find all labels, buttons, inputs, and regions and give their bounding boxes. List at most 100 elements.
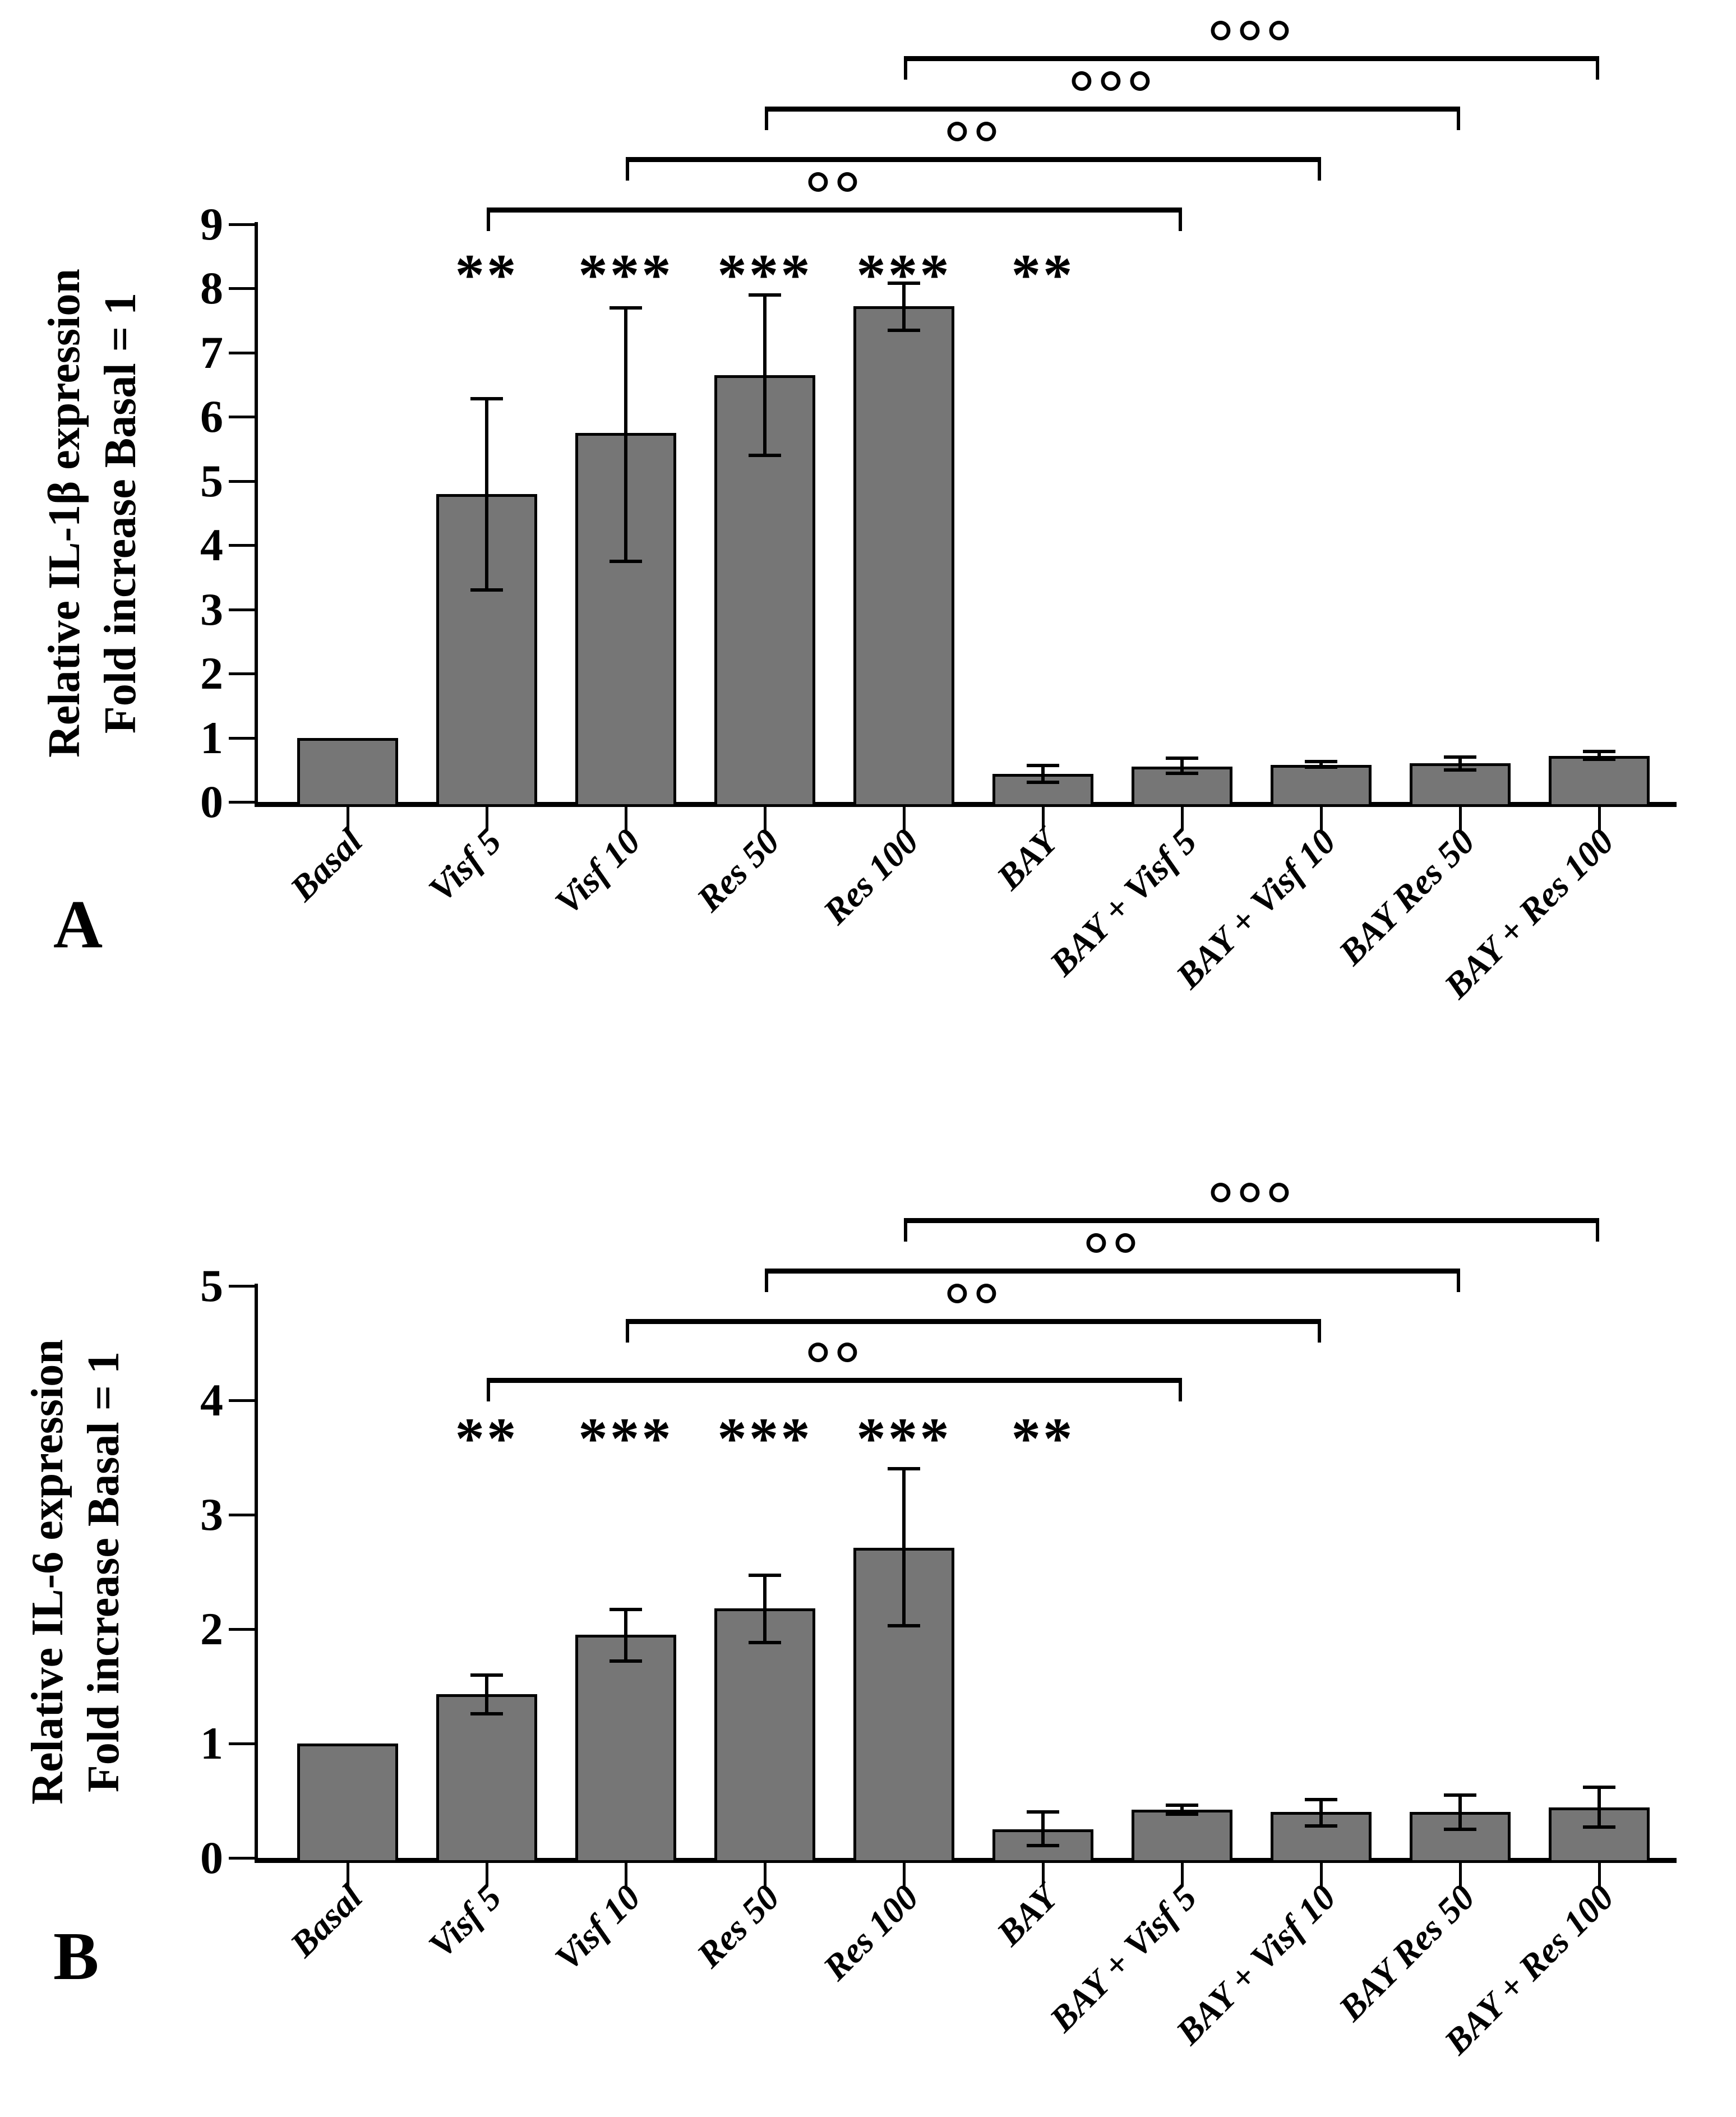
significance-stars: ** — [1011, 1405, 1075, 1471]
error-bar-cap-bottom — [1444, 768, 1476, 772]
comparison-bracket — [487, 207, 1182, 231]
error-bar-cap-top — [470, 1673, 503, 1677]
error-bar-cap-bottom — [749, 1641, 781, 1645]
x-tick — [1181, 1863, 1184, 1887]
comparison-significance-label: °°° — [1208, 1169, 1295, 1240]
comparison-bracket — [904, 56, 1599, 80]
significance-stars: ** — [1011, 242, 1075, 307]
y-tick — [229, 287, 255, 290]
error-bar-cap-bottom — [470, 588, 503, 592]
y-tick-label: 5 — [200, 1260, 223, 1311]
x-tick — [1320, 807, 1323, 831]
error-bar-line — [1319, 761, 1323, 768]
x-tick — [347, 807, 349, 831]
x-tick — [486, 807, 488, 831]
significance-stars: *** — [717, 242, 812, 307]
y-axis-title-line2: Fold increase Basal = 1 — [79, 1351, 128, 1793]
error-bar-cap-bottom — [1305, 765, 1337, 769]
y-tick — [229, 1742, 255, 1745]
error-bar-cap-top — [1166, 757, 1198, 760]
error-bar-cap-top — [1305, 759, 1337, 763]
x-tick — [1042, 1863, 1045, 1887]
x-tick — [1598, 807, 1601, 831]
comparison-significance-label: °° — [1083, 1219, 1142, 1290]
y-tick — [229, 1285, 255, 1288]
error-bar-line — [1180, 1805, 1184, 1815]
x-tick — [486, 1863, 488, 1887]
error-bar-cap-bottom — [1583, 1825, 1615, 1829]
error-bar-line — [624, 307, 627, 561]
error-bar-line — [485, 1675, 488, 1714]
comparison-bracket — [765, 1269, 1460, 1292]
significance-stars: ** — [455, 242, 519, 307]
error-bar-cap-bottom — [749, 454, 781, 457]
y-tick-label: 8 — [200, 262, 223, 314]
significance-stars: *** — [578, 242, 673, 307]
error-bar-cap-top — [610, 1608, 642, 1612]
panel-letter: A — [53, 887, 103, 962]
y-tick — [229, 801, 255, 804]
error-bar-cap-bottom — [610, 1659, 642, 1663]
error-bar-cap-bottom — [1305, 1824, 1337, 1828]
error-bar-cap-bottom — [1027, 1843, 1059, 1847]
error-bar-line — [763, 294, 767, 455]
comparison-significance-label: °° — [805, 1329, 864, 1400]
error-bar-cap-bottom — [888, 328, 920, 332]
error-bar-line — [1458, 757, 1462, 770]
x-tick — [903, 807, 906, 831]
y-tick-label: 6 — [200, 391, 223, 442]
x-axis-line — [255, 1858, 1677, 1863]
y-tick-label: 4 — [200, 519, 223, 571]
y-tick — [229, 608, 255, 611]
error-bar-cap-top — [749, 293, 781, 297]
x-tick — [1459, 807, 1462, 831]
error-bar-line — [1180, 758, 1184, 773]
significance-stars: *** — [856, 1405, 952, 1471]
significance-stars: *** — [856, 242, 952, 307]
comparison-bracket — [626, 157, 1321, 181]
x-tick — [764, 807, 767, 831]
error-bar-cap-bottom — [1027, 780, 1059, 784]
x-tick — [764, 1863, 767, 1887]
error-bar-cap-top — [1444, 1793, 1476, 1797]
error-bar-cap-top — [1444, 755, 1476, 759]
y-tick — [229, 351, 255, 354]
error-bar-cap-bottom — [1166, 1812, 1198, 1816]
x-tick — [625, 807, 627, 831]
y-tick — [229, 544, 255, 547]
bar-bay-visf-5 — [1132, 1810, 1232, 1863]
y-tick-label: 9 — [200, 199, 223, 250]
error-bar-cap-top — [1166, 1804, 1198, 1807]
error-bar-cap-bottom — [888, 1624, 920, 1627]
x-tick — [347, 1863, 349, 1887]
y-tick-label: 5 — [200, 455, 223, 506]
error-bar-cap-bottom — [1444, 1828, 1476, 1831]
y-tick-label: 0 — [200, 776, 223, 827]
y-tick-label: 7 — [200, 326, 223, 378]
comparison-significance-label: °° — [944, 1270, 1003, 1341]
error-bar-cap-top — [1583, 1785, 1615, 1789]
comparison-bracket — [765, 107, 1460, 130]
x-tick — [1598, 1863, 1601, 1887]
y-tick-label: 0 — [200, 1832, 223, 1883]
comparison-significance-label: °° — [944, 108, 1003, 179]
y-tick — [229, 479, 255, 483]
comparison-significance-label: °° — [805, 158, 864, 229]
y-tick-label: 4 — [200, 1375, 223, 1426]
y-tick-label: 3 — [200, 1489, 223, 1540]
panel-letter: B — [53, 1918, 99, 1994]
x-tick — [1042, 807, 1045, 831]
error-bar-line — [1458, 1795, 1462, 1829]
significance-stars: ** — [455, 1405, 519, 1471]
y-axis-title: Relative IL-6 expression Fold increase Ba… — [20, 1235, 132, 1908]
error-bar-cap-top — [470, 397, 503, 401]
x-tick — [1181, 807, 1184, 831]
y-axis-line — [255, 1284, 258, 1863]
x-tick — [1459, 1863, 1462, 1887]
y-tick-label: 2 — [200, 648, 223, 699]
y-tick — [229, 672, 255, 676]
error-bar-cap-top — [1027, 1810, 1059, 1814]
y-tick — [229, 416, 255, 419]
comparison-significance-label: °°° — [1069, 57, 1156, 128]
